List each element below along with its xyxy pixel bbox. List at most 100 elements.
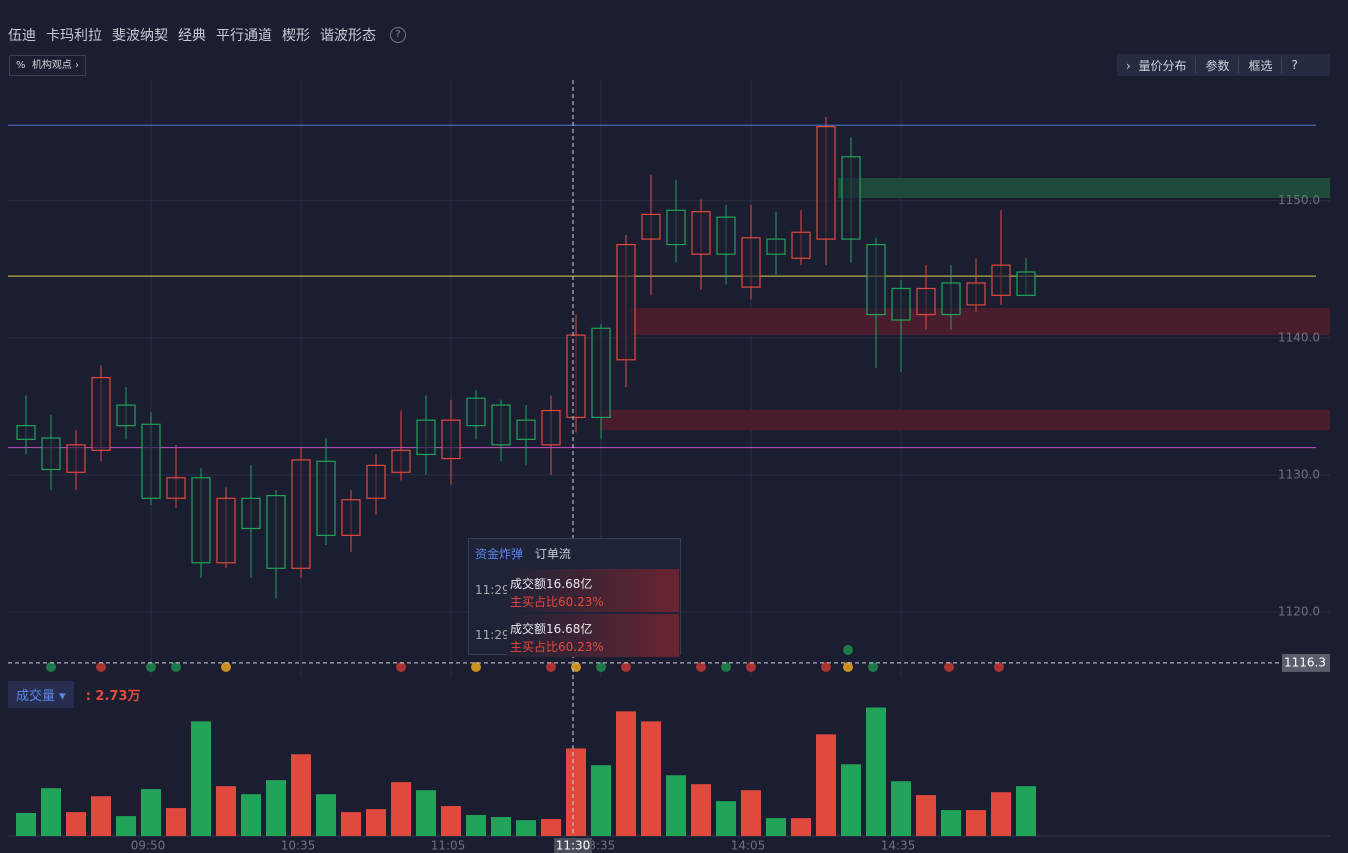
candle-body <box>516 419 536 440</box>
volume-bar <box>216 786 236 836</box>
tab[interactable]: 资金炸弹 <box>475 547 524 561</box>
candle-body <box>966 282 986 306</box>
y-tick-label: 1130.0 <box>1278 468 1320 482</box>
candle-body <box>1016 271 1036 296</box>
tab[interactable]: 订单流 <box>534 547 571 561</box>
x-tick-label: 14:05 <box>731 839 766 853</box>
volume-bar <box>441 806 461 836</box>
tool[interactable]: 卡玛利拉 <box>46 28 102 44</box>
volume-bar <box>266 780 286 836</box>
help[interactable]: ? <box>390 27 406 43</box>
volume-bar <box>666 775 686 836</box>
candle-body <box>16 425 36 440</box>
tooltip-row: 11:29 成交额16.68亿 主买占比60.23% <box>469 569 680 613</box>
button[interactable]: 参数 <box>1196 56 1240 74</box>
volume-bar <box>966 810 986 836</box>
volume-bar <box>391 782 411 836</box>
volume-bar <box>66 812 86 836</box>
tooltip: 资金炸弹 订单流 11:29 成交额16.68亿 主买占比60.23% 11:2… <box>468 538 681 658</box>
button[interactable]: › 量价分布 <box>1117 56 1197 74</box>
candle-body <box>491 404 511 446</box>
candle-body <box>216 497 236 564</box>
tool[interactable]: 楔形 <box>282 28 310 44</box>
candle-body <box>241 497 261 530</box>
volume-bar <box>191 721 211 836</box>
label: 机构观点 <box>31 60 72 71</box>
volume-bar <box>566 748 586 836</box>
volume-bar <box>541 819 561 836</box>
volume-bar <box>1016 786 1036 836</box>
indicator-select[interactable]: 成交量 ▾ <box>8 681 74 708</box>
candle-body <box>741 237 761 288</box>
row-box: 成交额16.68亿 主买占比60.23% <box>507 614 679 657</box>
volume-bar <box>691 784 711 836</box>
volume-bar <box>316 794 336 836</box>
candle-body <box>116 404 136 427</box>
candle-body <box>316 460 336 536</box>
zone <box>600 410 1330 430</box>
grid <box>8 80 1330 678</box>
volume-bar <box>91 796 111 836</box>
candle-body <box>691 211 711 255</box>
candle-body <box>266 494 286 569</box>
candle-body <box>716 216 736 255</box>
button[interactable]: 框选 <box>1239 56 1283 74</box>
volume-bar <box>891 781 911 836</box>
candle-body <box>441 419 461 460</box>
candle-body <box>791 231 811 259</box>
tooltip-row: 11:29 成交额16.68亿 主买占比60.23% <box>469 614 680 658</box>
candle-body <box>416 419 436 456</box>
volume-bar <box>466 815 486 836</box>
ratio: 主买占比60.23% <box>510 595 604 609</box>
tool[interactable]: 经典 <box>178 28 206 44</box>
volume-bar <box>416 790 436 836</box>
candle-body <box>566 334 586 419</box>
y-tick-label: 1140.0 <box>1278 330 1320 344</box>
zone <box>838 178 1330 198</box>
views-button[interactable]: % 机构观点 › <box>9 55 87 76</box>
candle-body <box>341 499 361 536</box>
x-tick-label: 10:35 <box>281 839 316 853</box>
candle-body <box>41 437 61 471</box>
volume-bar <box>941 810 961 836</box>
volume-legend: 成交量 ▾ : 2.73万 <box>8 681 141 708</box>
amount: 成交额16.68亿 <box>510 577 593 591</box>
candle-body <box>616 243 636 361</box>
volume-bar <box>166 808 186 836</box>
tabs: 资金炸弹 订单流 <box>469 539 680 568</box>
candle-body <box>666 209 686 246</box>
volume-bar <box>616 711 636 836</box>
volume-bar <box>41 788 61 836</box>
button[interactable]: ? <box>1291 58 1298 72</box>
volume-bar <box>341 812 361 836</box>
volume-bar <box>866 707 886 836</box>
tool[interactable]: 伍迪 <box>8 28 36 44</box>
candle-body <box>466 397 486 427</box>
tool[interactable]: 斐波纳契 <box>112 28 168 44</box>
volume-bar <box>791 818 811 836</box>
candle-body <box>866 243 886 316</box>
y-tick-label: 1150.0 <box>1278 193 1320 207</box>
label: 成交量 <box>16 689 56 704</box>
volume-bar <box>241 794 261 836</box>
volume-bar <box>16 813 36 836</box>
volume-bar <box>991 792 1011 836</box>
volume-bar <box>716 801 736 836</box>
time: 11:29 <box>475 583 510 597</box>
candle-body <box>391 449 411 473</box>
time: 11:29 <box>475 628 510 642</box>
candle-body <box>916 287 936 316</box>
volume-bar <box>516 820 536 836</box>
candle-body <box>841 156 861 240</box>
candle-body <box>891 287 911 321</box>
tool[interactable]: 谐波形态 <box>320 28 376 44</box>
candle-body <box>766 238 786 255</box>
candle-body <box>541 409 561 446</box>
crosshair-label: 11:30 <box>556 839 591 853</box>
volume-bar <box>366 809 386 836</box>
volume-bar <box>916 795 936 836</box>
tool[interactable]: 平行通道 <box>216 28 272 44</box>
candle-body <box>816 126 836 240</box>
zone <box>630 308 1330 335</box>
